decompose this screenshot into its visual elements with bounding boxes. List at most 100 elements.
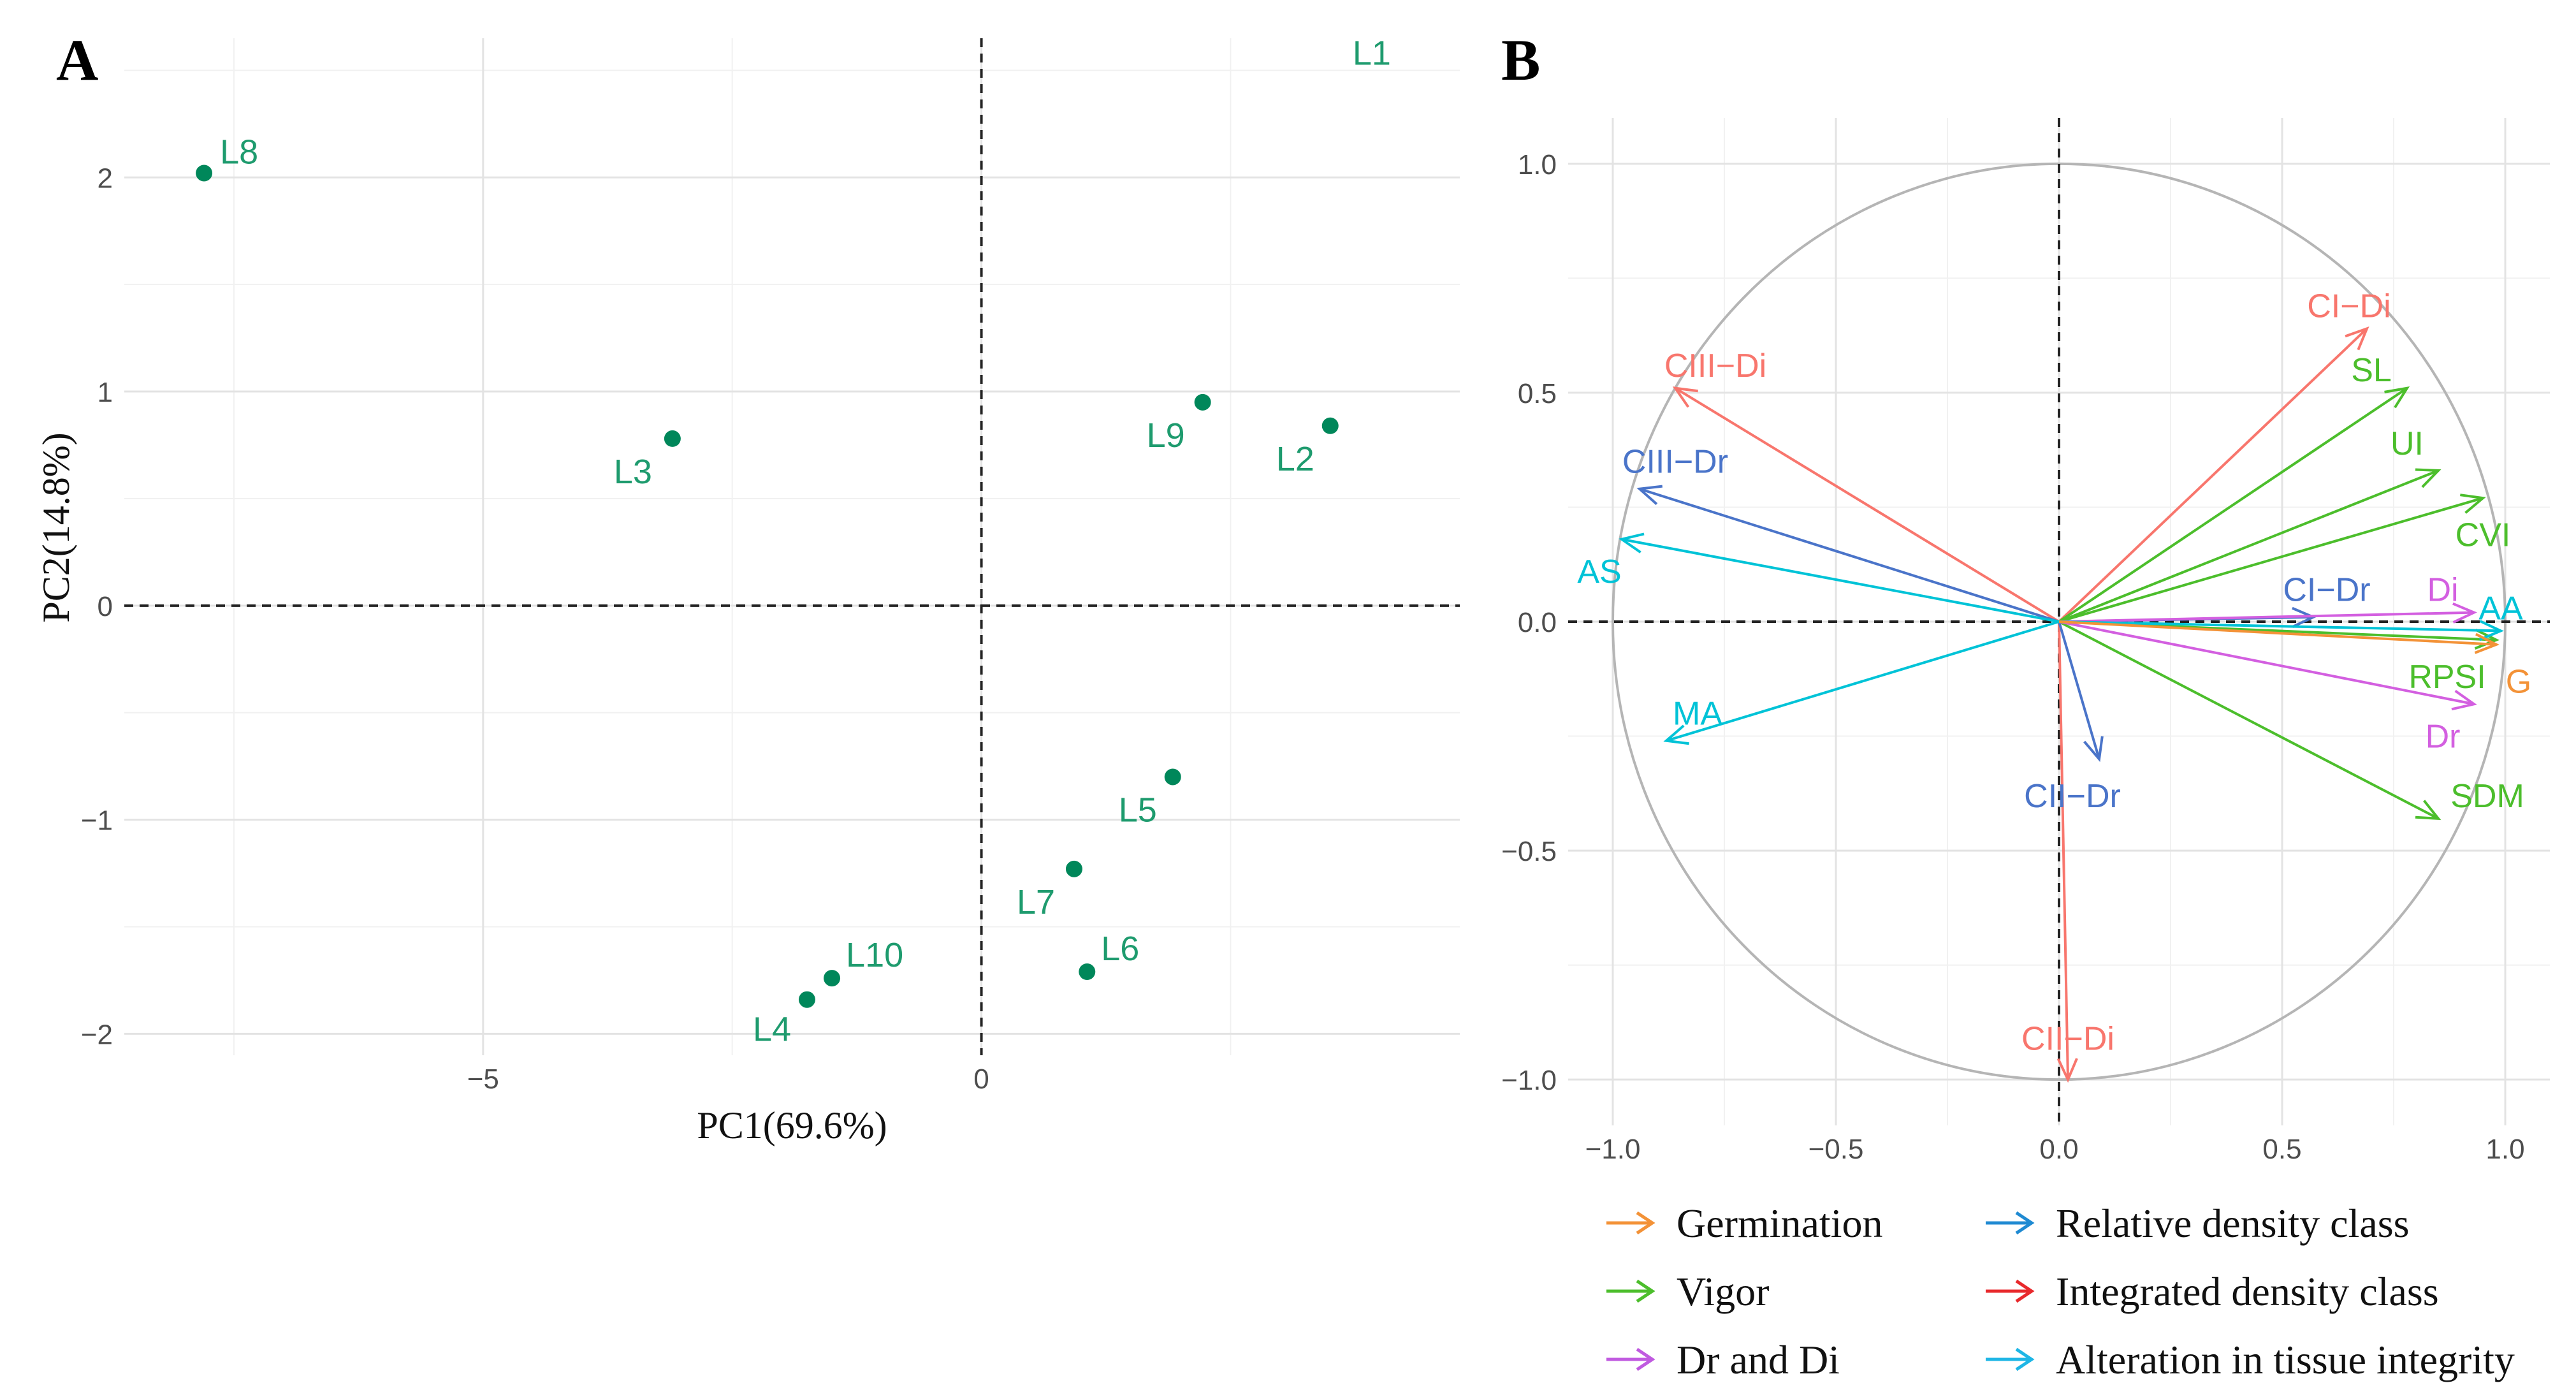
a-point-l3 [664,430,681,447]
b-vector-label-cvi: CVI [2456,517,2511,554]
a-point-l5 [1164,768,1181,786]
b-legend-item-alteration-in-tissue-integrity: Alteration in tissue integrity [1986,1337,2515,1382]
b-x-tick-label: 0.0 [2039,1134,2078,1165]
b-x-tick-label: 1.0 [2485,1134,2524,1165]
b-legend-label-germination: Germination [1677,1201,1882,1246]
a-point-label-l6: L6 [1101,930,1139,968]
b-vector-label-ci-dr: CI−Dr [2283,572,2370,609]
b-arrowhead-sdm [2415,800,2441,821]
b-arrowhead-di [2452,602,2477,624]
a-y-tick-label: 1 [98,377,113,408]
b-arrowhead-ci-di [2345,326,2369,351]
b-vector-label-cii-dr: CII−Dr [2024,778,2121,815]
b-vector-cvi [2058,497,2484,623]
a-point-label-l4: L4 [753,1011,791,1049]
b-vector-as [1621,538,2060,623]
b-vector-g [2058,620,2497,646]
panel-a-letter: A [56,27,98,92]
b-vector-sdm [2058,620,2439,820]
b-vector-label-ciii-dr: CIII−Dr [1622,444,1728,481]
a-point-label-l3: L3 [614,453,652,491]
panel-b-letter: B [1501,27,1540,92]
b-vector-ciii-dr [1639,487,2060,623]
b-vector-label-ci-di: CI−Di [2307,288,2390,325]
b-vector-aa [2058,620,2501,633]
a-y-axis-label: PC2(14.8%) [35,432,77,622]
b-vector-label-ciii-di: CIII−Di [1664,347,1766,384]
b-arrowhead-ciii-di [1672,386,1698,408]
b-arrowhead-dr [2451,689,2477,711]
b-vector-label-ma: MA [1673,696,1722,733]
b-vector-ciii-di [1674,387,2060,623]
a-x-axis-label: PC1(69.6%) [697,1104,887,1146]
b-vector-di [2058,611,2475,623]
a-point-l6 [1079,963,1096,981]
b-y-tick-label: −1.0 [1501,1065,1557,1096]
b-vector-label-sdm: SDM [2450,778,2524,815]
b-legend-label-relative-density-class: Relative density class [2056,1201,2410,1246]
b-arrowhead-sl [2384,386,2410,409]
b-arrowhead-ma [1663,724,1689,745]
b-legend: Germination Relative density class Vigor In… [1606,1201,2515,1382]
a-point-l9 [1194,393,1211,411]
a-x-tick-label: 0 [973,1064,989,1095]
b-arrowhead-g [2474,633,2500,654]
b-vector-dr [2058,620,2475,706]
a-point-label-l2: L2 [1276,440,1314,478]
b-legend-item-relative-density-class: Relative density class [1986,1201,2410,1246]
b-vector-cii-dr [2058,621,2100,760]
b-vector-label-cii-di: CII−Di [2021,1021,2114,1058]
b-arrowhead-cii-di [2056,1058,2078,1083]
a-y-tick-label: −1 [81,805,113,837]
b-vector-ma [1666,620,2060,742]
b-y-tick-label: 0.0 [1518,607,1557,638]
b-vector-ci-di [2058,327,2368,623]
b-legend-item-vigor: Vigor [1606,1269,1769,1314]
b-legend-label-vigor: Vigor [1677,1269,1769,1314]
b-legend-item-germination: Germination [1606,1201,1882,1246]
b-vector-cii-di [2058,621,2069,1080]
b-vector-label-ui: UI [2390,425,2424,462]
b-x-tick-label: −0.5 [1808,1134,1864,1165]
b-legend-label-integrated-density-class: Integrated density class [2056,1269,2439,1314]
a-points-layer [196,165,1339,1008]
b-x-tick-label: 0.5 [2262,1134,2301,1165]
b-arrowhead-cii-dr [2083,736,2104,763]
a-point-label-l8: L8 [220,133,258,172]
a-point-label-l9: L9 [1147,416,1185,455]
b-vector-label-aa: AA [2478,590,2523,627]
b-y-tick-label: −0.5 [1501,836,1557,867]
a-point-l8 [196,165,213,182]
b-vector-label-rpsi: RPSI [2408,659,2485,696]
b-vector-label-sl: SL [2351,352,2392,389]
b-y-tick-label: 0.5 [1518,378,1557,409]
a-point-label-l10: L10 [846,936,903,974]
panel-b-loading-plot: −1.0 −0.5 0.0 0.5 1.0 −1.0 −0.5 0.0 0.5 1.0 CI−Di C… [1501,118,2550,1382]
b-arrowhead-cvi [2460,494,2486,514]
b-x-tick-label: −1.0 [1585,1134,1641,1165]
b-legend-arrowhead-dr-and-di [1636,1347,1655,1371]
b-arrowhead-as [1619,532,1645,553]
b-vector-label-as: AS [1577,553,1621,590]
b-legend-label-alteration-in-tissue-integrity: Alteration in tissue integrity [2056,1337,2515,1382]
b-legend-item-integrated-density-class: Integrated density class [1986,1269,2439,1314]
a-y-tick-label: 0 [98,591,113,622]
a-point-l4 [798,991,815,1008]
b-vector-label-g: G [2506,663,2531,700]
a-point-label-l1: L1 [1353,34,1391,72]
b-legend-arrowhead-alteration-in-tissue-integrity [2015,1347,2035,1371]
b-arrowhead-aa [2479,620,2504,641]
b-vector-sl [2058,387,2408,623]
b-arrowhead-rpsi [2474,628,2500,650]
a-x-tick-label: −5 [467,1064,499,1095]
panel-a-score-plot: −5 0 −2 −1 0 1 2 PC1(69.6%) PC2(14.8%) L1 L2 L3 L4 L5… [35,34,1460,1146]
b-legend-item-dr-and-di: Dr and Di [1606,1337,1840,1382]
a-point-l2 [1321,417,1339,434]
b-legend-label-dr-and-di: Dr and Di [1677,1337,1840,1382]
b-vector-label-dr: Dr [2426,719,2461,756]
b-vector-label-di: Di [2427,572,2458,609]
b-y-tick-label: 1.0 [1518,149,1557,180]
a-point-l7 [1065,860,1082,877]
a-point-l10 [824,970,841,987]
